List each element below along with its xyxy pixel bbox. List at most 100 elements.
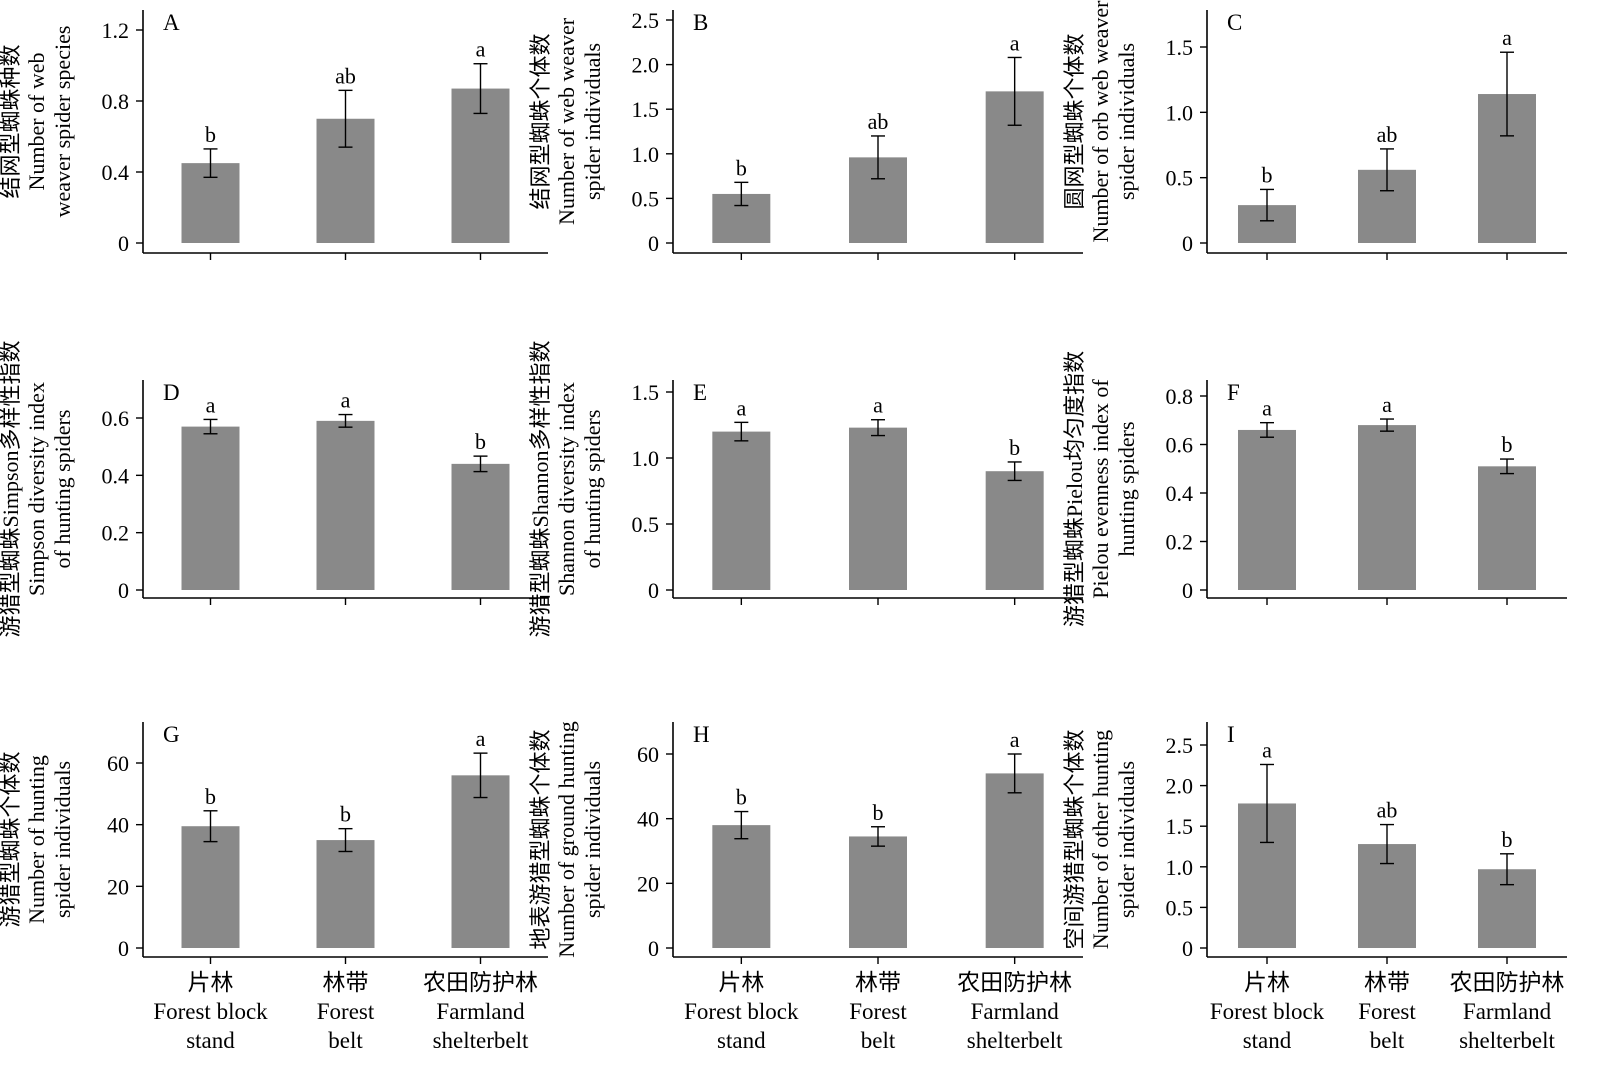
significance-letter: ab xyxy=(868,109,889,134)
significance-letter: b xyxy=(1502,827,1513,852)
y-axis-label: 空间游猎型蜘蛛个体数 xyxy=(1062,729,1087,949)
category-label-en: shelterbelt xyxy=(433,1028,529,1053)
category-label-en: shelterbelt xyxy=(1459,1028,1555,1053)
significance-letter: a xyxy=(1382,392,1392,417)
category-label-zh: 片林 xyxy=(1244,970,1290,995)
y-tick-label: 1.5 xyxy=(632,380,660,405)
y-axis-label: spider individuals xyxy=(580,761,605,918)
y-tick-label: 0.6 xyxy=(102,406,130,431)
y-tick-label: 0 xyxy=(118,936,129,961)
y-tick-label: 0.4 xyxy=(1166,481,1194,506)
category-label-en: Forest xyxy=(317,999,375,1024)
significance-letter: b xyxy=(205,122,216,147)
y-tick-label: 0.6 xyxy=(1166,433,1194,458)
category-label-en: Farmland xyxy=(436,999,525,1024)
significance-letter: b xyxy=(1009,435,1020,460)
y-tick-label: 0.5 xyxy=(1166,166,1194,191)
category-label-en: stand xyxy=(717,1028,766,1053)
significance-letter: a xyxy=(873,393,883,418)
y-axis-label: spider individuals xyxy=(1114,761,1139,918)
bar-D-2 xyxy=(316,420,375,590)
panel-F: F 0 0.2 0.4 0.6 0.8 a a b 游猎型蜘蛛Pielou均匀度指数 Pielou … xyxy=(1062,351,1567,627)
y-tick-label: 1.5 xyxy=(1166,35,1194,60)
y-tick-label: 1.0 xyxy=(632,446,660,471)
bar-H-1 xyxy=(712,825,771,948)
bar-D-1 xyxy=(181,426,240,590)
panel-A: A 0 0.4 0.8 1.2 b ab a 结网型蜘蛛种数 Number of web weave… xyxy=(0,10,548,260)
bar-E-3 xyxy=(985,471,1044,590)
y-axis-label: 结网型蜘蛛个体数 xyxy=(528,33,553,209)
significance-letter: a xyxy=(476,37,486,62)
significance-letter: ab xyxy=(1377,798,1398,823)
bar-F-1 xyxy=(1238,429,1296,590)
y-axis-label: of hunting spiders xyxy=(580,410,605,569)
y-tick-label: 1.5 xyxy=(1166,814,1194,839)
category-label-en: belt xyxy=(861,1028,896,1053)
significance-letter: a xyxy=(1262,396,1272,421)
panel-I: I 0 0.5 1.0 1.5 2.0 2.5 a ab b 空间游猎型蜘蛛个体数 Number of… xyxy=(1062,722,1567,1053)
significance-letter: a xyxy=(1262,737,1272,762)
category-label-en: Forest block xyxy=(153,999,268,1024)
category-label-en: Forest block xyxy=(1210,999,1325,1024)
y-tick-label: 0.5 xyxy=(632,512,660,537)
significance-letter: b xyxy=(736,785,747,810)
y-tick-label: 0 xyxy=(648,231,659,256)
panel-letter: G xyxy=(163,722,180,747)
panel-H: H 0 20 40 60 b b a 地表游猎型蜘蛛个体数 Number of ground hu… xyxy=(528,721,1083,1053)
y-axis-label: spider individuals xyxy=(1114,43,1139,200)
bar-G-3 xyxy=(451,775,510,948)
y-axis-label: 圆网型蜘蛛个体数 xyxy=(1062,33,1087,209)
category-label-en: Farmland xyxy=(1463,999,1552,1024)
bar-G-2 xyxy=(316,840,375,948)
y-tick-label: 0 xyxy=(118,231,129,256)
y-axis-label: weaver spider species xyxy=(50,26,75,218)
y-tick-label: 0 xyxy=(1182,936,1193,961)
y-tick-label: 40 xyxy=(637,807,659,832)
category-label-en: shelterbelt xyxy=(967,1028,1063,1053)
y-tick-label: 1.2 xyxy=(102,18,130,43)
y-axis-label: Shannon diversity index xyxy=(554,382,579,596)
y-tick-label: 2.5 xyxy=(1166,733,1194,758)
y-tick-label: 0.4 xyxy=(102,463,130,488)
panel-B: B 0 0.5 1.0 1.5 2.0 2.5 b ab a 结网型蜘蛛个体数 Number of w… xyxy=(528,8,1083,260)
y-tick-label: 0 xyxy=(118,578,129,603)
category-label-zh: 林带 xyxy=(855,970,901,995)
panel-letter: F xyxy=(1227,380,1240,405)
bar-H-3 xyxy=(985,773,1044,948)
y-tick-label: 60 xyxy=(637,742,659,767)
significance-letter: b xyxy=(1262,162,1273,187)
y-tick-label: 40 xyxy=(107,813,129,838)
y-axis-label: 游猎型蜘蛛个体数 xyxy=(0,751,23,927)
y-tick-label: 0.4 xyxy=(102,160,130,185)
bar-F-2 xyxy=(1358,425,1416,590)
y-axis-label: spider individuals xyxy=(50,761,75,918)
category-label-zh: 片林 xyxy=(188,970,234,995)
y-tick-label: 0.5 xyxy=(1166,895,1194,920)
y-axis-label: Number of hunting xyxy=(24,755,49,924)
bar-D-3 xyxy=(451,463,510,590)
category-label-zh: 农田防护林 xyxy=(1450,970,1565,995)
y-axis-label: Number of other hunting xyxy=(1088,730,1113,949)
y-axis-label: 游猎型蜘蛛Shannon多样性指数 xyxy=(528,340,553,637)
category-label-en: Forest xyxy=(849,999,907,1024)
y-tick-label: 1.0 xyxy=(1166,100,1194,125)
panel-D: D 0 0.2 0.4 0.6 a a b 游猎型蜘蛛Simpson多样性指数 Simpson d… xyxy=(0,340,548,638)
significance-letter: b xyxy=(205,784,216,809)
significance-letter: ab xyxy=(1377,122,1398,147)
y-tick-label: 0.2 xyxy=(102,521,130,546)
category-label-zh: 林带 xyxy=(323,970,369,995)
category-label-zh: 农田防护林 xyxy=(957,970,1072,995)
panel-letter: A xyxy=(163,10,180,35)
bar-E-2 xyxy=(849,427,907,590)
panel-letter: H xyxy=(693,722,710,747)
y-axis-label: Number of ground hunting xyxy=(554,721,579,957)
y-tick-label: 0 xyxy=(1182,231,1193,256)
category-label-en: Forest block xyxy=(684,999,799,1024)
panel-letter: I xyxy=(1227,722,1235,747)
y-tick-label: 0.8 xyxy=(1166,384,1194,409)
significance-letter: a xyxy=(341,388,351,413)
category-label-zh: 片林 xyxy=(718,970,764,995)
category-label-en: stand xyxy=(186,1028,235,1053)
y-axis-label: Number of orb web weaver xyxy=(1088,0,1113,242)
